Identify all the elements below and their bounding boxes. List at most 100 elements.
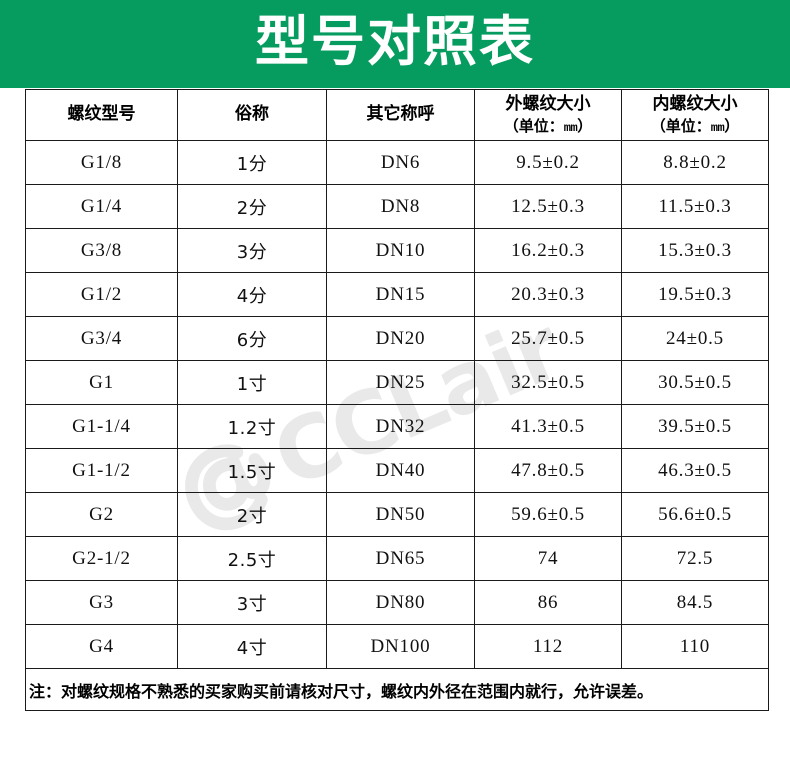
cell-other-name: DN25: [326, 360, 475, 405]
cell-female-thread-size: 19.5±0.3: [621, 272, 769, 317]
page-title: 型号对照表: [255, 10, 535, 73]
cell-male-thread-size: 16.2±0.3: [474, 228, 622, 273]
cell-other-name: DN65: [326, 536, 475, 581]
cell-common-name: 2.5寸: [177, 536, 327, 581]
cell-male-thread-size: 47.8±0.5: [474, 448, 622, 493]
table-row: G2-1/2 2.5寸 DN65 74 72.5: [25, 536, 769, 581]
cell-common-name: 1.5寸: [177, 448, 327, 493]
cell-model: G1-1/2: [25, 448, 178, 493]
cell-model: G1/8: [25, 140, 178, 185]
cell-male-thread-size: 32.5±0.5: [474, 360, 622, 405]
table-row: G1/4 2分 DN8 12.5±0.3 11.5±0.3: [25, 184, 769, 229]
cell-common-name: 3分: [177, 228, 327, 273]
table-body: G1/8 1分 DN6 9.5±0.2 8.8±0.2 G1/4 2分 DN8 12.5±0.3…: [25, 140, 769, 669]
cell-female-thread-size: 46.3±0.5: [621, 448, 769, 493]
cell-male-thread-size: 41.3±0.5: [474, 404, 622, 449]
column-header-female-unit: （单位：mm）: [622, 117, 768, 136]
male-unit-suffix: ）: [577, 116, 593, 135]
cell-other-name: DN32: [326, 404, 475, 449]
cell-female-thread-size: 72.5: [621, 536, 769, 581]
cell-model: G1: [25, 360, 178, 405]
male-unit-prefix: （单位：: [503, 116, 564, 135]
note-text: 注：对螺纹规格不熟悉的买家购买前请核对尺寸，螺纹内外径在范围内就行，允许误差。: [25, 668, 769, 711]
cell-common-name: 1.2寸: [177, 404, 327, 449]
column-header-female-thread-size-label: 内螺纹大小: [652, 94, 738, 115]
cell-common-name: 1分: [177, 140, 327, 185]
column-header-male-unit: （单位：mm）: [475, 117, 621, 136]
cell-male-thread-size: 25.7±0.5: [474, 316, 622, 361]
column-header-male-thread-size-label: 外螺纹大小: [505, 94, 591, 115]
cell-female-thread-size: 24±0.5: [621, 316, 769, 361]
column-header-female-thread-size: 内螺纹大小 （单位：mm）: [621, 89, 769, 141]
cell-female-thread-size: 8.8±0.2: [621, 140, 769, 185]
cell-model: G4: [25, 624, 178, 669]
note-row: 注：对螺纹规格不熟悉的买家购买前请核对尺寸，螺纹内外径在范围内就行，允许误差。: [25, 668, 769, 711]
cell-other-name: DN50: [326, 492, 475, 537]
cell-other-name: DN100: [326, 624, 475, 669]
cell-female-thread-size: 110: [621, 624, 769, 669]
cell-model: G1/4: [25, 184, 178, 229]
table-row: G3/4 6分 DN20 25.7±0.5 24±0.5: [25, 316, 769, 361]
cell-female-thread-size: 15.3±0.3: [621, 228, 769, 273]
table-row: G4 4寸 DN100 112 110: [25, 624, 769, 669]
column-header-other-name-label: 其它称呼: [366, 104, 435, 125]
cell-female-thread-size: 11.5±0.3: [621, 184, 769, 229]
female-unit-suffix: ）: [724, 116, 740, 135]
cell-male-thread-size: 74: [474, 536, 622, 581]
table-row: G1-1/2 1.5寸 DN40 47.8±0.5 46.3±0.5: [25, 448, 769, 493]
cell-model: G3: [25, 580, 178, 625]
table-header: 螺纹型号 俗称 其它称呼 外螺纹大小 （单位：mm） 内螺纹大小 （单位：mm）: [25, 89, 769, 141]
cell-female-thread-size: 39.5±0.5: [621, 404, 769, 449]
cell-male-thread-size: 9.5±0.2: [474, 140, 622, 185]
column-header-common-name: 俗称: [177, 89, 327, 141]
table-row: G3/8 3分 DN10 16.2±0.3 15.3±0.3: [25, 228, 769, 273]
cell-common-name: 2分: [177, 184, 327, 229]
header-row: 螺纹型号 俗称 其它称呼 外螺纹大小 （单位：mm） 内螺纹大小 （单位：mm）: [25, 89, 769, 141]
cell-common-name: 4寸: [177, 624, 327, 669]
table-row: G2 2寸 DN50 59.6±0.5 56.6±0.5: [25, 492, 769, 537]
cell-common-name: 1寸: [177, 360, 327, 405]
cell-male-thread-size: 86: [474, 580, 622, 625]
cell-other-name: DN6: [326, 140, 475, 185]
column-header-model: 螺纹型号: [25, 89, 178, 141]
cell-model: G2-1/2: [25, 536, 178, 581]
cell-male-thread-size: 59.6±0.5: [474, 492, 622, 537]
table-row: G1-1/4 1.2寸 DN32 41.3±0.5 39.5±0.5: [25, 404, 769, 449]
column-header-other-name: 其它称呼: [326, 89, 475, 141]
female-unit-prefix: （单位：: [650, 116, 711, 135]
cell-female-thread-size: 56.6±0.5: [621, 492, 769, 537]
table-row: G3 3寸 DN80 86 84.5: [25, 580, 769, 625]
cell-model: G1-1/4: [25, 404, 178, 449]
cell-male-thread-size: 20.3±0.3: [474, 272, 622, 317]
cell-other-name: DN15: [326, 272, 475, 317]
column-header-common-name-label: 俗称: [235, 104, 269, 125]
cell-other-name: DN10: [326, 228, 475, 273]
cell-model: G1/2: [25, 272, 178, 317]
table-row: G1/8 1分 DN6 9.5±0.2 8.8±0.2: [25, 140, 769, 185]
cell-other-name: DN80: [326, 580, 475, 625]
cell-common-name: 4分: [177, 272, 327, 317]
cell-male-thread-size: 112: [474, 624, 622, 669]
cell-common-name: 3寸: [177, 580, 327, 625]
female-unit-mm: mm: [710, 120, 725, 135]
male-unit-mm: mm: [563, 120, 578, 135]
table-footer: 注：对螺纹规格不熟悉的买家购买前请核对尺寸，螺纹内外径在范围内就行，允许误差。: [25, 668, 769, 711]
spec-table-wrapper: 螺纹型号 俗称 其它称呼 外螺纹大小 （单位：mm） 内螺纹大小 （单位：mm）…: [25, 89, 769, 711]
column-header-male-thread-size: 外螺纹大小 （单位：mm）: [474, 89, 622, 141]
cell-female-thread-size: 84.5: [621, 580, 769, 625]
column-header-model-label: 螺纹型号: [67, 104, 136, 125]
table-row: G1 1寸 DN25 32.5±0.5 30.5±0.5: [25, 360, 769, 405]
title-banner: 型号对照表: [0, 0, 790, 88]
cell-model: G3/8: [25, 228, 178, 273]
cell-common-name: 2寸: [177, 492, 327, 537]
cell-model: G2: [25, 492, 178, 537]
cell-other-name: DN20: [326, 316, 475, 361]
table-row: G1/2 4分 DN15 20.3±0.3 19.5±0.3: [25, 272, 769, 317]
cell-common-name: 6分: [177, 316, 327, 361]
cell-other-name: DN40: [326, 448, 475, 493]
cell-female-thread-size: 30.5±0.5: [621, 360, 769, 405]
cell-other-name: DN8: [326, 184, 475, 229]
cell-model: G3/4: [25, 316, 178, 361]
cell-male-thread-size: 12.5±0.3: [474, 184, 622, 229]
thread-spec-table: 螺纹型号 俗称 其它称呼 外螺纹大小 （单位：mm） 内螺纹大小 （单位：mm）…: [25, 89, 769, 711]
